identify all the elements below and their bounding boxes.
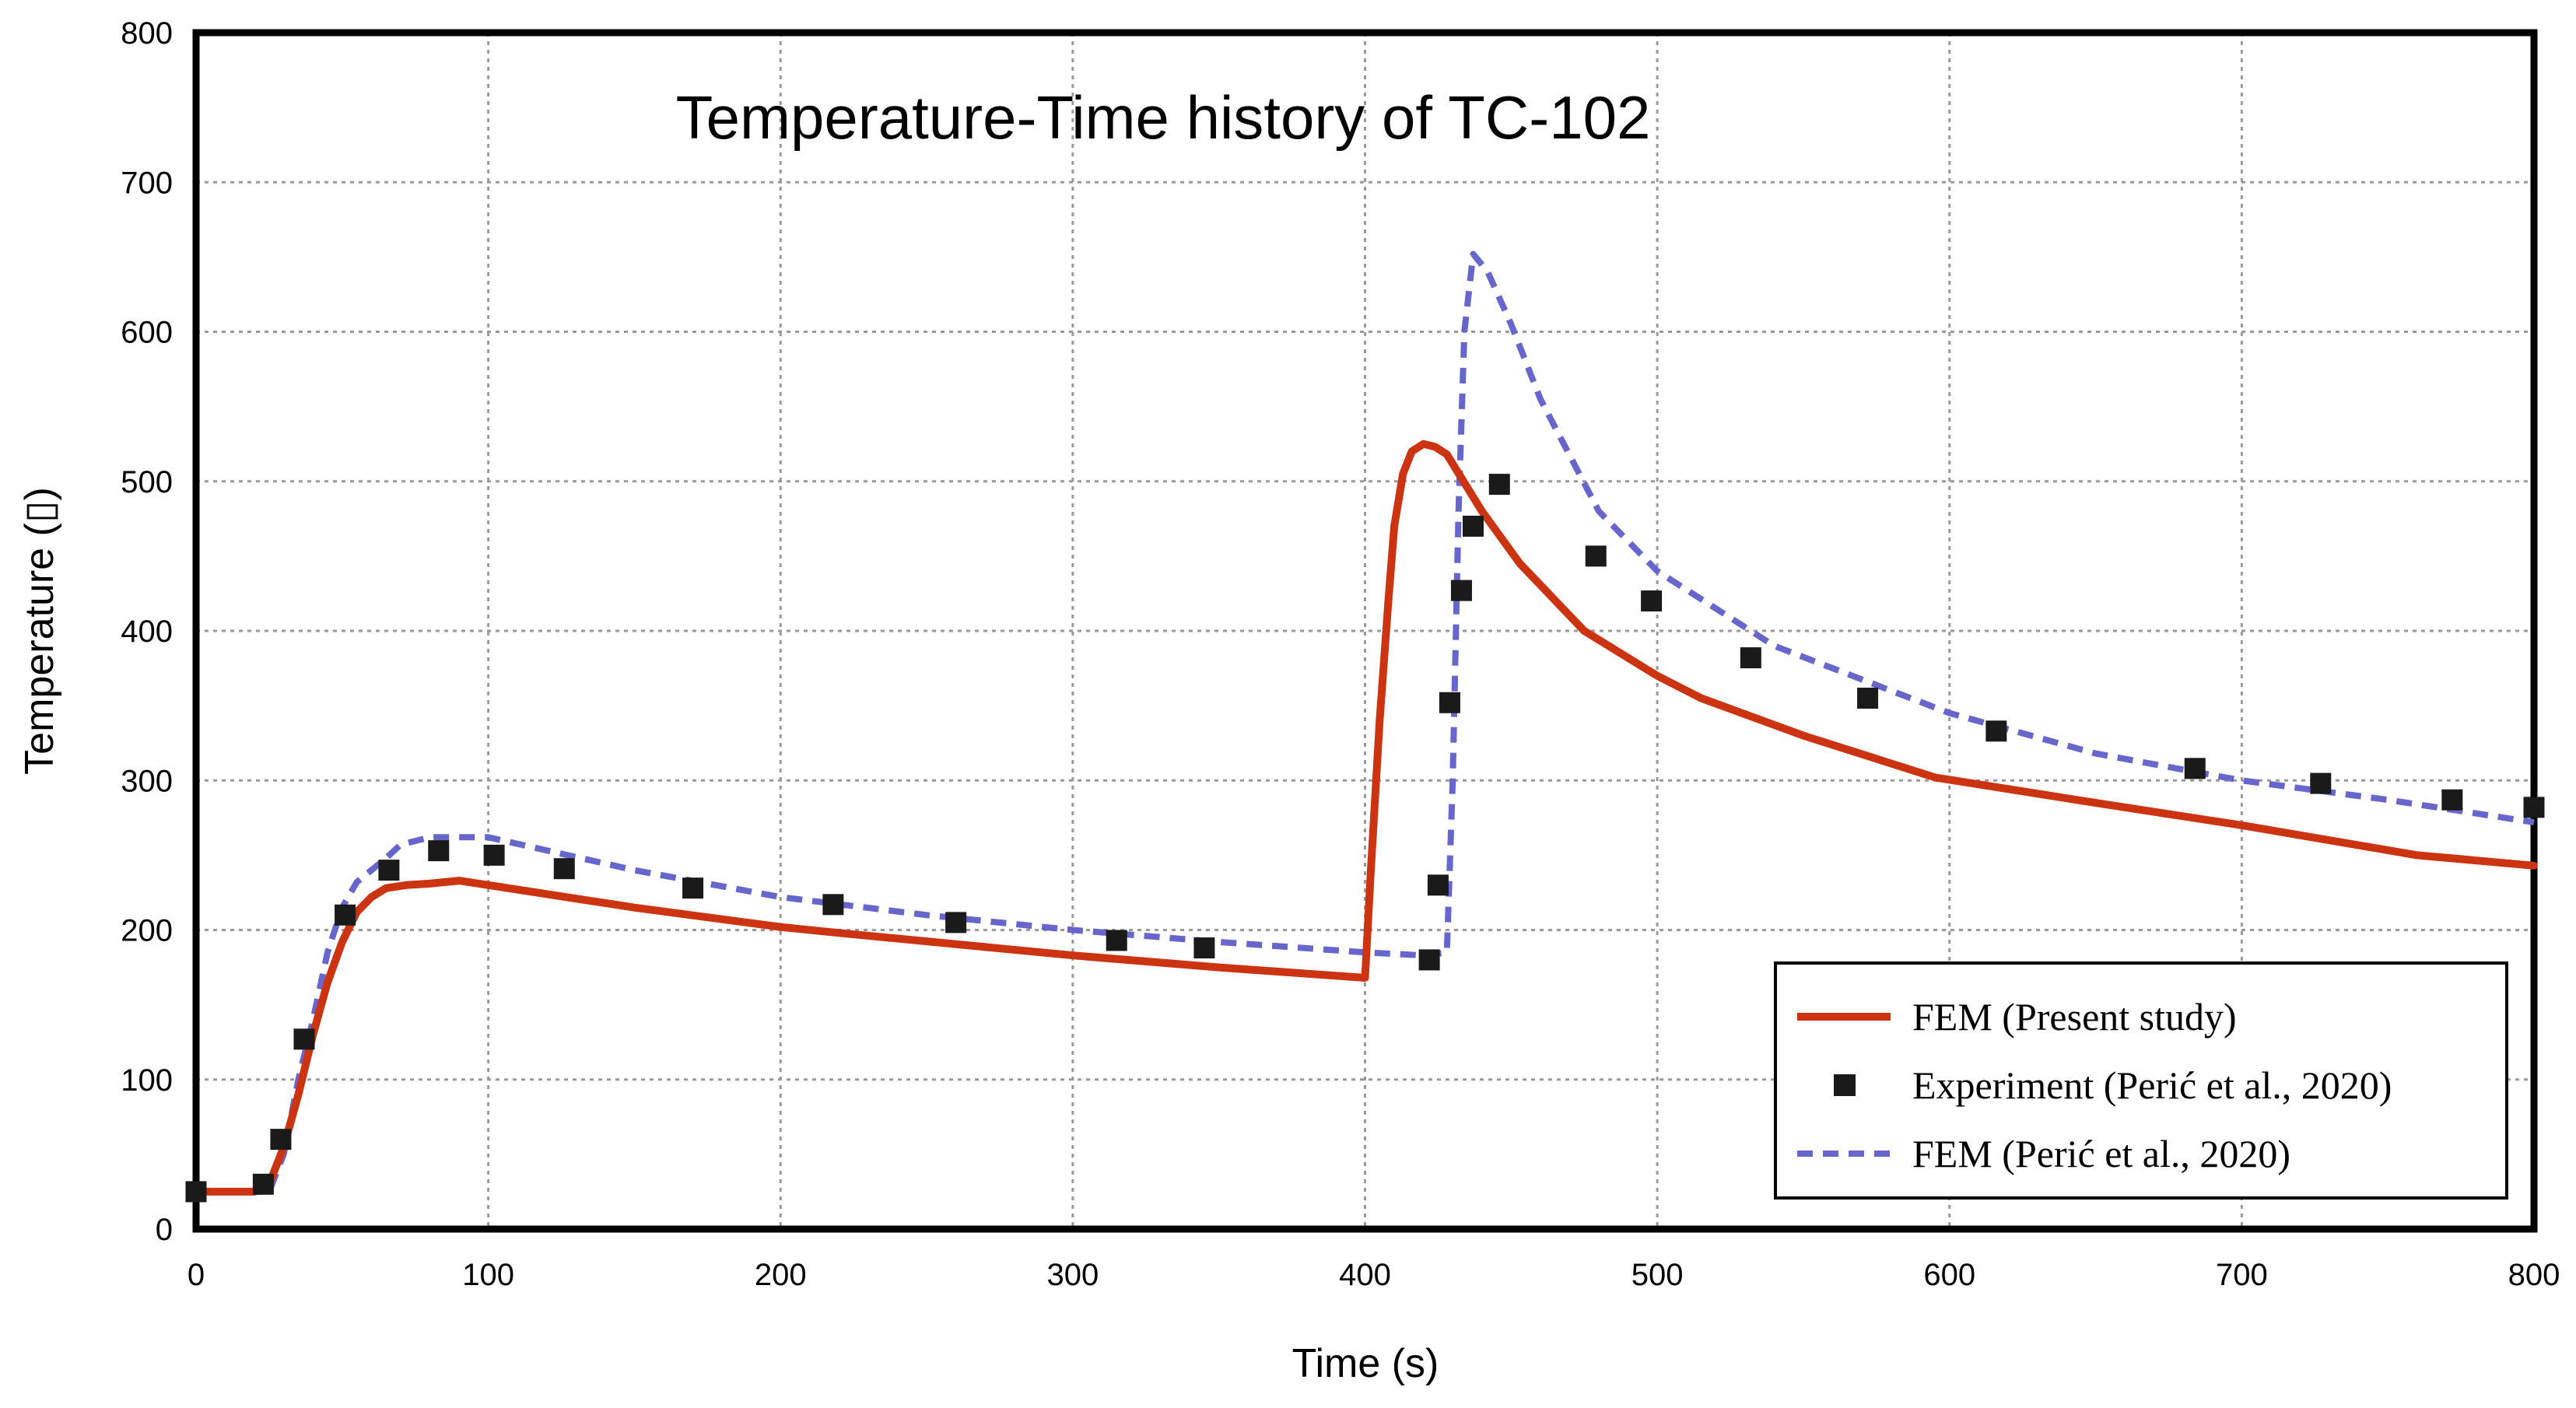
series-line-fem-present bbox=[192, 440, 2538, 1196]
experiment-marker bbox=[1488, 474, 1510, 496]
experiment-marker bbox=[252, 1173, 274, 1195]
plot-frame bbox=[192, 29, 2538, 1233]
experiment-marker bbox=[1450, 580, 1472, 601]
legend-label: Experiment (Perić et al., 2020) bbox=[1912, 1063, 2392, 1107]
grid bbox=[196, 33, 2534, 1229]
y-tick-label: 600 bbox=[121, 316, 173, 350]
experiment-marker bbox=[1585, 545, 1607, 567]
y-tick-label: 800 bbox=[121, 16, 173, 51]
experiment-marker bbox=[2184, 758, 2206, 779]
x-tick-label: 100 bbox=[462, 1258, 514, 1292]
y-tick-label: 700 bbox=[121, 166, 173, 200]
experiment-marker bbox=[2441, 789, 2463, 811]
x-tick-label: 500 bbox=[1631, 1258, 1684, 1292]
experiment-marker bbox=[270, 1129, 292, 1151]
experiment-marker bbox=[1740, 647, 1761, 669]
y-tick-label: 0 bbox=[156, 1213, 173, 1247]
experiment-marker bbox=[1439, 692, 1460, 713]
chart-title: Temperature-Time history of TC-102 bbox=[676, 83, 1651, 152]
experiment-marker bbox=[2310, 772, 2332, 794]
x-axis-title: Time (s) bbox=[1292, 1341, 1439, 1386]
experiment-marker bbox=[682, 877, 704, 899]
experiment-marker bbox=[1106, 930, 1127, 951]
experiment-marker bbox=[945, 912, 967, 933]
experiment-marker bbox=[1193, 937, 1215, 959]
legend-label: FEM (Perić et al., 2020) bbox=[1912, 1132, 2290, 1175]
y-tick-label: 100 bbox=[121, 1063, 173, 1098]
legend-swatch-experiment bbox=[1834, 1074, 1856, 1096]
experiment-marker bbox=[822, 894, 844, 916]
x-tick-label: 600 bbox=[1923, 1258, 1975, 1292]
y-tick-label: 500 bbox=[121, 465, 173, 499]
x-tick-label: 400 bbox=[1339, 1258, 1391, 1292]
experiment-marker bbox=[1418, 949, 1440, 971]
x-tick-label: 0 bbox=[188, 1258, 205, 1292]
legend-box bbox=[1774, 961, 2508, 1200]
experiment-marker bbox=[1857, 688, 1879, 709]
experiment-marker bbox=[378, 860, 400, 881]
legend: FEM (Present study) Experiment (Perić et … bbox=[1774, 961, 2508, 1200]
x-tick-label: 200 bbox=[755, 1258, 807, 1292]
experiment-marker bbox=[335, 904, 356, 926]
x-tick-label: 300 bbox=[1047, 1258, 1099, 1292]
legend-label: FEM (Present study) bbox=[1912, 995, 2237, 1038]
experiment-marker bbox=[185, 1181, 207, 1203]
y-tick-label: 200 bbox=[121, 914, 173, 948]
experiment-marker bbox=[1641, 590, 1663, 612]
y-tick-label: 400 bbox=[121, 615, 173, 649]
experiment-marker bbox=[1462, 515, 1484, 537]
series-layer bbox=[185, 250, 2545, 1203]
x-tick-label: 800 bbox=[2508, 1258, 2560, 1292]
experiment-marker bbox=[1427, 874, 1449, 896]
experiment-marker bbox=[553, 858, 575, 880]
x-tick-label: 700 bbox=[2216, 1258, 2268, 1292]
experiment-marker bbox=[428, 840, 450, 862]
experiment-marker bbox=[293, 1028, 315, 1050]
experiment-marker bbox=[2523, 797, 2545, 818]
experiment-marker bbox=[483, 844, 505, 866]
y-tick-label: 300 bbox=[121, 764, 173, 798]
experiment-marker bbox=[1985, 720, 2007, 742]
tick-labels: 0 100 200 300 400 500 600 700 800 0 100 200 300 400 50… bbox=[121, 16, 2560, 1292]
y-axis-title: Temperature (▯) bbox=[17, 487, 62, 775]
